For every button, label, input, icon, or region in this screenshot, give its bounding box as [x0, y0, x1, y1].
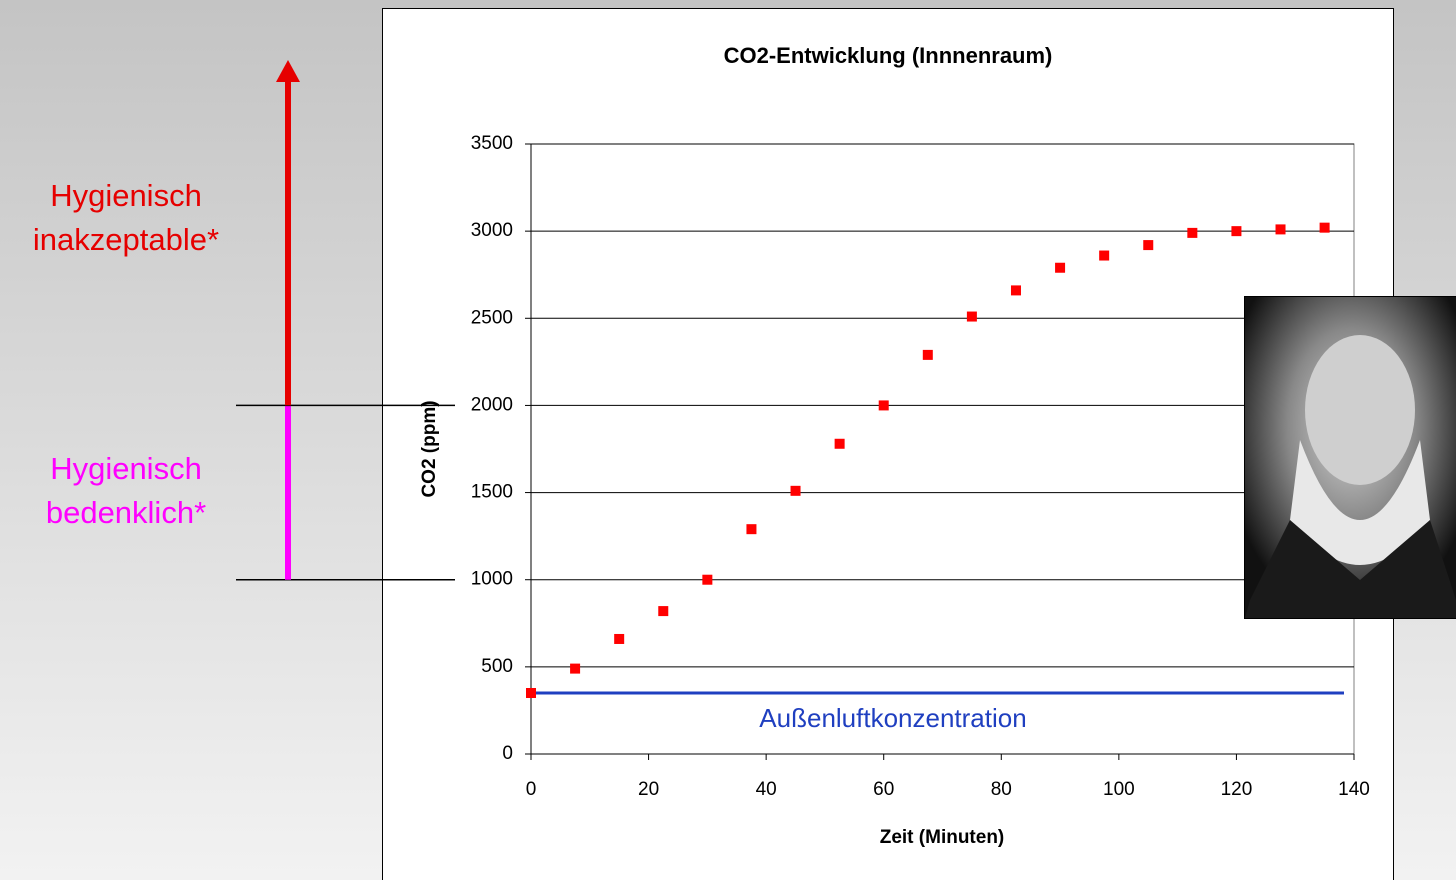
- data-point: [1276, 224, 1286, 234]
- reference-label: Außenluftkonzentration: [759, 703, 1026, 733]
- data-point: [1187, 228, 1197, 238]
- slide: CO2-Entwicklung (Innnenraum) Zeit (Minut…: [0, 0, 1456, 880]
- data-point: [791, 486, 801, 496]
- chart-frame: [383, 9, 1394, 880]
- portrait-photo: [1245, 297, 1456, 619]
- data-point: [526, 688, 536, 698]
- x-tick-label: 60: [873, 779, 894, 800]
- y-tick-label: 1500: [471, 482, 513, 503]
- y-axis-label: CO2 (ppm): [419, 400, 440, 497]
- data-point: [1143, 240, 1153, 250]
- zone-label: bedenklich*: [46, 495, 206, 530]
- data-point: [967, 312, 977, 322]
- zone-label: inakzeptable*: [33, 222, 219, 257]
- data-point: [835, 439, 845, 449]
- y-tick-label: 2000: [471, 394, 513, 415]
- data-point: [1231, 226, 1241, 236]
- data-point: [746, 524, 756, 534]
- data-point: [879, 400, 889, 410]
- y-tick-label: 3000: [471, 220, 513, 241]
- x-tick-label: 20: [638, 779, 659, 800]
- data-point: [702, 575, 712, 585]
- data-point: [1011, 285, 1021, 295]
- y-tick-label: 500: [481, 656, 513, 677]
- x-tick-label: 80: [991, 779, 1012, 800]
- x-tick-label: 0: [526, 779, 537, 800]
- y-tick-label: 3500: [471, 133, 513, 154]
- x-tick-label: 140: [1338, 779, 1370, 800]
- data-point: [1099, 251, 1109, 261]
- y-tick-label: 0: [502, 743, 513, 764]
- data-point: [614, 634, 624, 644]
- y-tick-label: 2500: [471, 307, 513, 328]
- x-tick-label: 100: [1103, 779, 1135, 800]
- x-tick-label: 120: [1221, 779, 1253, 800]
- x-axis-label: Zeit (Minuten): [880, 827, 1005, 848]
- zone-label: Hygienisch: [50, 178, 202, 213]
- x-tick-label: 40: [756, 779, 777, 800]
- chart-title: CO2-Entwicklung (Innnenraum): [724, 43, 1053, 68]
- data-point: [570, 664, 580, 674]
- data-point: [658, 606, 668, 616]
- page: CO2-Entwicklung (Innnenraum) Zeit (Minut…: [0, 0, 1456, 880]
- data-point: [1055, 263, 1065, 273]
- zone-label: Hygienisch: [50, 451, 202, 486]
- data-point: [923, 350, 933, 360]
- y-tick-label: 1000: [471, 569, 513, 590]
- data-point: [1320, 223, 1330, 233]
